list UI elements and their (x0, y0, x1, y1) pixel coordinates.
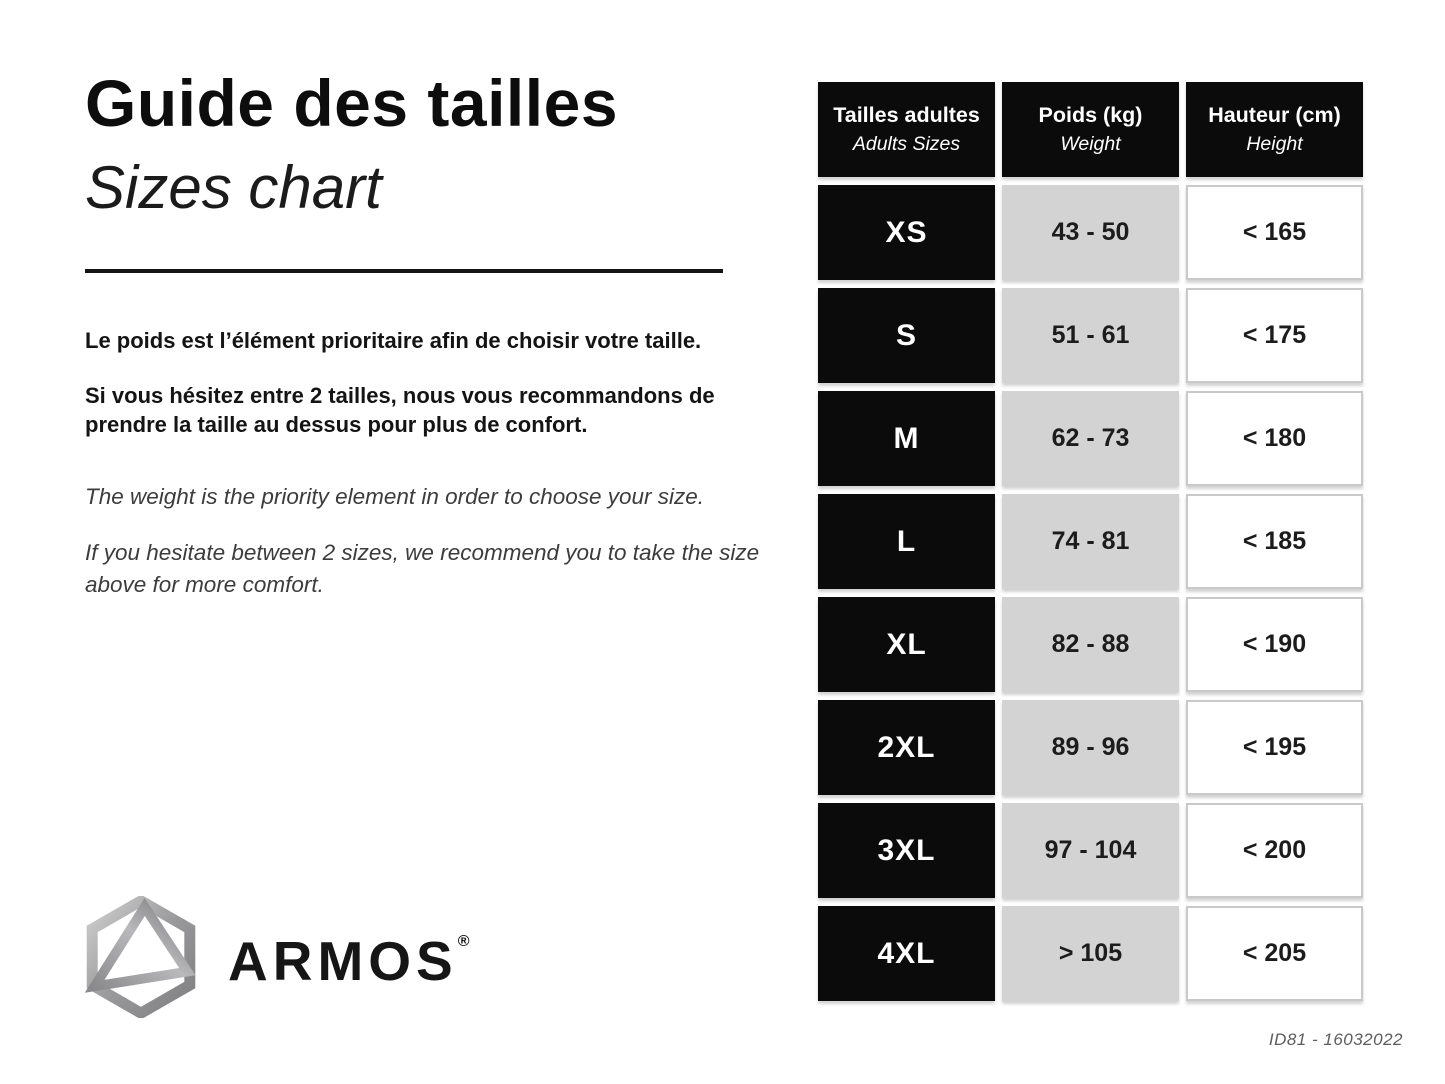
title-divider (85, 269, 723, 273)
height-cell-3xl: < 200 (1186, 803, 1363, 898)
header-sizes: Tailles adultes Adults Sizes (818, 82, 995, 177)
height-cell-2xl: < 195 (1186, 700, 1363, 795)
header-height-en: Height (1246, 133, 1303, 155)
page-title-fr: Guide des tailles (85, 66, 619, 140)
intro-en-weight: The weight is the priority element in or… (85, 484, 705, 509)
size-cell-s: S (818, 288, 995, 383)
size-cell-xs: XS (818, 185, 995, 280)
weight-cell-s: 51 - 61 (1002, 288, 1179, 383)
height-cell-xl: < 190 (1186, 597, 1363, 692)
height-cell-m: < 180 (1186, 391, 1363, 486)
weight-cell-m: 62 - 73 (1002, 391, 1179, 486)
brand-wordmark: ARMOS® (228, 929, 470, 992)
size-cell-l: L (818, 494, 995, 589)
header-weight-en: Weight (1060, 133, 1121, 155)
page-title-en: Sizes chart (85, 154, 382, 221)
weight-cell-xs: 43 - 50 (1002, 185, 1179, 280)
header-weight-fr: Poids (kg) (1038, 103, 1143, 127)
hexagon-triangle-logo-icon (84, 896, 196, 1018)
height-cell-xs: < 165 (1186, 185, 1363, 280)
header-sizes-fr: Tailles adultes (833, 103, 980, 127)
document-id: ID81 - 16032022 (1268, 1030, 1403, 1049)
size-cell-3xl: 3XL (818, 803, 995, 898)
weight-cell-4xl: > 105 (1002, 906, 1179, 1001)
size-cell-2xl: 2XL (818, 700, 995, 795)
header-weight: Poids (kg) Weight (1002, 82, 1179, 177)
weight-cell-xl: 82 - 88 (1002, 597, 1179, 692)
header-sizes-en: Adults Sizes (852, 133, 961, 155)
height-cell-4xl: < 205 (1186, 906, 1363, 1001)
size-cell-xl: XL (818, 597, 995, 692)
weight-cell-2xl: 89 - 96 (1002, 700, 1179, 795)
height-cell-s: < 175 (1186, 288, 1363, 383)
size-table: Tailles adultes Adults Sizes Poids (kg) … (818, 82, 1363, 1001)
height-cell-l: < 185 (1186, 494, 1363, 589)
header-height-fr: Hauteur (cm) (1208, 103, 1341, 127)
registered-trademark-icon: ® (457, 932, 470, 950)
weight-cell-3xl: 97 - 104 (1002, 803, 1179, 898)
header-height: Hauteur (cm) Height (1186, 82, 1363, 177)
intro-en-hesitate: If you hesitate between 2 sizes, we reco… (85, 540, 760, 597)
intro-fr-weight: Le poids est l’élément prioritaire afin … (85, 328, 702, 353)
brand-lockup: ARMOS® (80, 896, 470, 1018)
size-cell-4xl: 4XL (818, 906, 995, 1001)
size-cell-m: M (818, 391, 995, 486)
weight-cell-l: 74 - 81 (1002, 494, 1179, 589)
intro-fr-hesitate: Si vous hésitez entre 2 tailles, nous vo… (85, 383, 715, 438)
